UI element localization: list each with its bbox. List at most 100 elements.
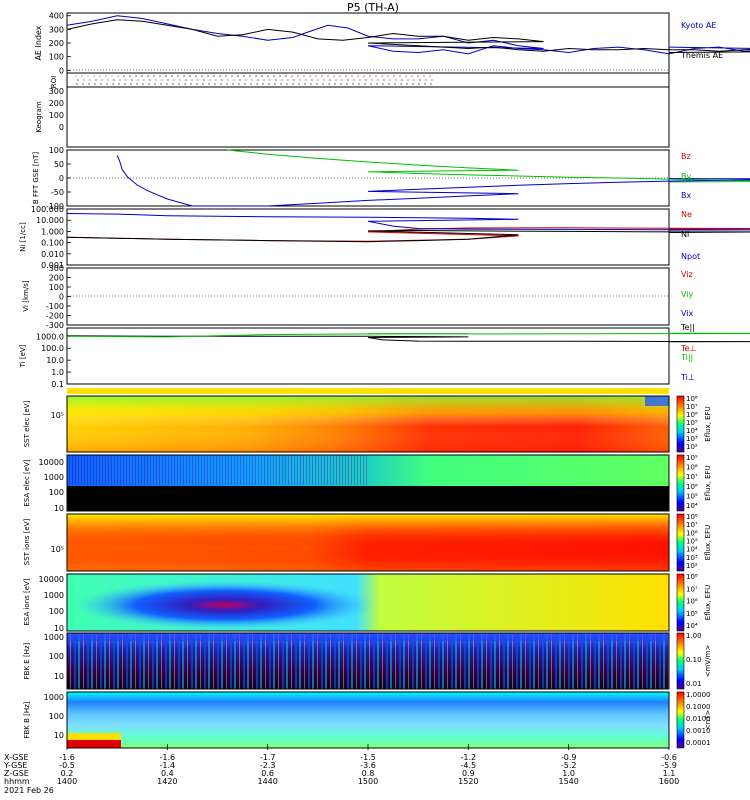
x-tick-label-z: 0.9 [462,769,475,778]
fbk-e-upper-band [67,633,669,641]
roi-flag [88,83,90,85]
roi-flag [183,75,185,77]
roi-flag [233,79,235,81]
esa-elec-ytick-100: 100 [49,488,64,497]
bfft-ytick: -50 [51,188,64,197]
roi-flag [195,75,197,77]
ti-ytick: 0.1 [51,380,64,389]
roi-flag [263,79,265,81]
roi-flag [203,79,205,81]
roi-flag [197,79,199,81]
roi-flag [93,75,95,77]
ni-ytick: 100.000 [31,205,64,214]
roi-flag [105,75,107,77]
colorbar-tick: 1.0000 [686,691,711,699]
esa-ions-ytick-10000: 10000 [39,575,64,584]
colorbar-tick: 10⁴ [686,502,698,510]
roi-flag [429,75,431,77]
ti-frame [66,327,670,385]
legend-bz: Bz [681,152,691,161]
roi-flag [335,79,337,81]
colorbar-label: <mV/m> [704,645,712,678]
fbk-e-ytick-100: 100 [49,652,64,661]
x-tick-label-z: 0.6 [261,769,274,778]
legend-themis-ae: Themis AE [680,51,723,60]
fbk-b-panel: FBK B [Hz] 1000 100 10 [23,691,670,749]
roi-flag [425,79,427,81]
roi-flag [286,83,288,85]
x-tick-label-x: -1.7 [260,753,276,762]
roi-flag [424,83,426,85]
bfft-panel: B FFT GSE [nT] 100 50 0 -50 -100 Bz By Bx [32,146,750,211]
roi-flag [339,75,341,77]
keogram-ytick-0: 0 [59,123,64,132]
sst-ions-ylabel: SST ions [eV] [23,518,31,565]
sst-ions-ytick: 10⁵ [51,545,64,554]
sst-elec-ytick: 10⁵ [51,411,64,420]
roi-flag [327,75,329,77]
roi-flag [147,75,149,77]
roi-flag [280,83,282,85]
colorbar-tick: 10⁵ [686,610,698,618]
xlabel-x-gse: X-GSE [4,753,29,762]
colorbar-label: Eflux, EFU [704,525,712,560]
legend-ti-perp: Ti⊥ [680,373,695,382]
roi-flag [189,75,191,77]
fbk-e-stripes [67,633,669,689]
ae-ylabel: AE Index [34,25,43,60]
x-tick-label-x: -1.2 [461,753,477,762]
colorbar-label: <nT> [704,710,712,731]
bfft-series-2 [116,155,750,207]
colorbar-tick: 10⁷ [686,473,698,481]
roi-flag [190,83,192,85]
x-tick-label-t: 1420 [157,777,177,786]
roi-flag [208,83,210,85]
roi-flag [155,79,157,81]
esa-elec-ytick-1000: 1000 [44,473,64,482]
sst-elec-ylabel: SST elec [eV] [23,400,31,447]
fbk-b-ytick-100: 100 [49,712,64,721]
ti-ytick: 1.0 [51,368,64,377]
fbk-b-colorbar [676,691,685,749]
roi-flag [292,83,294,85]
colorbar-tick: 10⁵ [686,492,698,500]
bfft-ytick: 0 [59,174,64,183]
bfft-ytick: -100 [46,202,64,211]
roi-flag [394,83,396,85]
roi-flag [166,83,168,85]
keogram-ylabel: Keogram [35,101,43,132]
fbk-e-frame [66,632,670,690]
x-tick-label-y: -5.2 [561,761,577,770]
roi-flag [256,83,258,85]
roi-flag [124,83,126,85]
x-tick-label-t: 1500 [358,777,378,786]
ni-series-2 [66,213,750,231]
esa-elec-texture [67,455,367,485]
x-tick-label-z: 0.4 [161,769,174,778]
roi-flag [119,79,121,81]
roi-flag [76,83,78,85]
legend-by: By [681,172,691,181]
xlabel-y-gse: Y-GSE [3,761,27,770]
roi-flag [231,75,233,77]
roi-flag [293,79,295,81]
ti-yticks: 1000.0 100.0 10.0 1.0 0.1 [36,332,71,389]
roi-flag [130,83,132,85]
roi-flag [383,79,385,81]
colorbar-tick: 0.0100 [686,715,711,723]
roi-flag [99,75,101,77]
roi-flag [273,75,275,77]
roi-flag [177,75,179,77]
roi-flag [95,79,97,81]
roi-flag [89,79,91,81]
ti-series [66,332,750,343]
legend-kyoto-ae: Kyoto AE [681,21,716,30]
ti-series-0 [66,335,750,343]
colorbar-tick: 10⁵ [686,419,698,427]
roi-flag [154,83,156,85]
legend-ne: Ne [681,210,692,219]
vi-ytick: 100 [49,283,64,292]
